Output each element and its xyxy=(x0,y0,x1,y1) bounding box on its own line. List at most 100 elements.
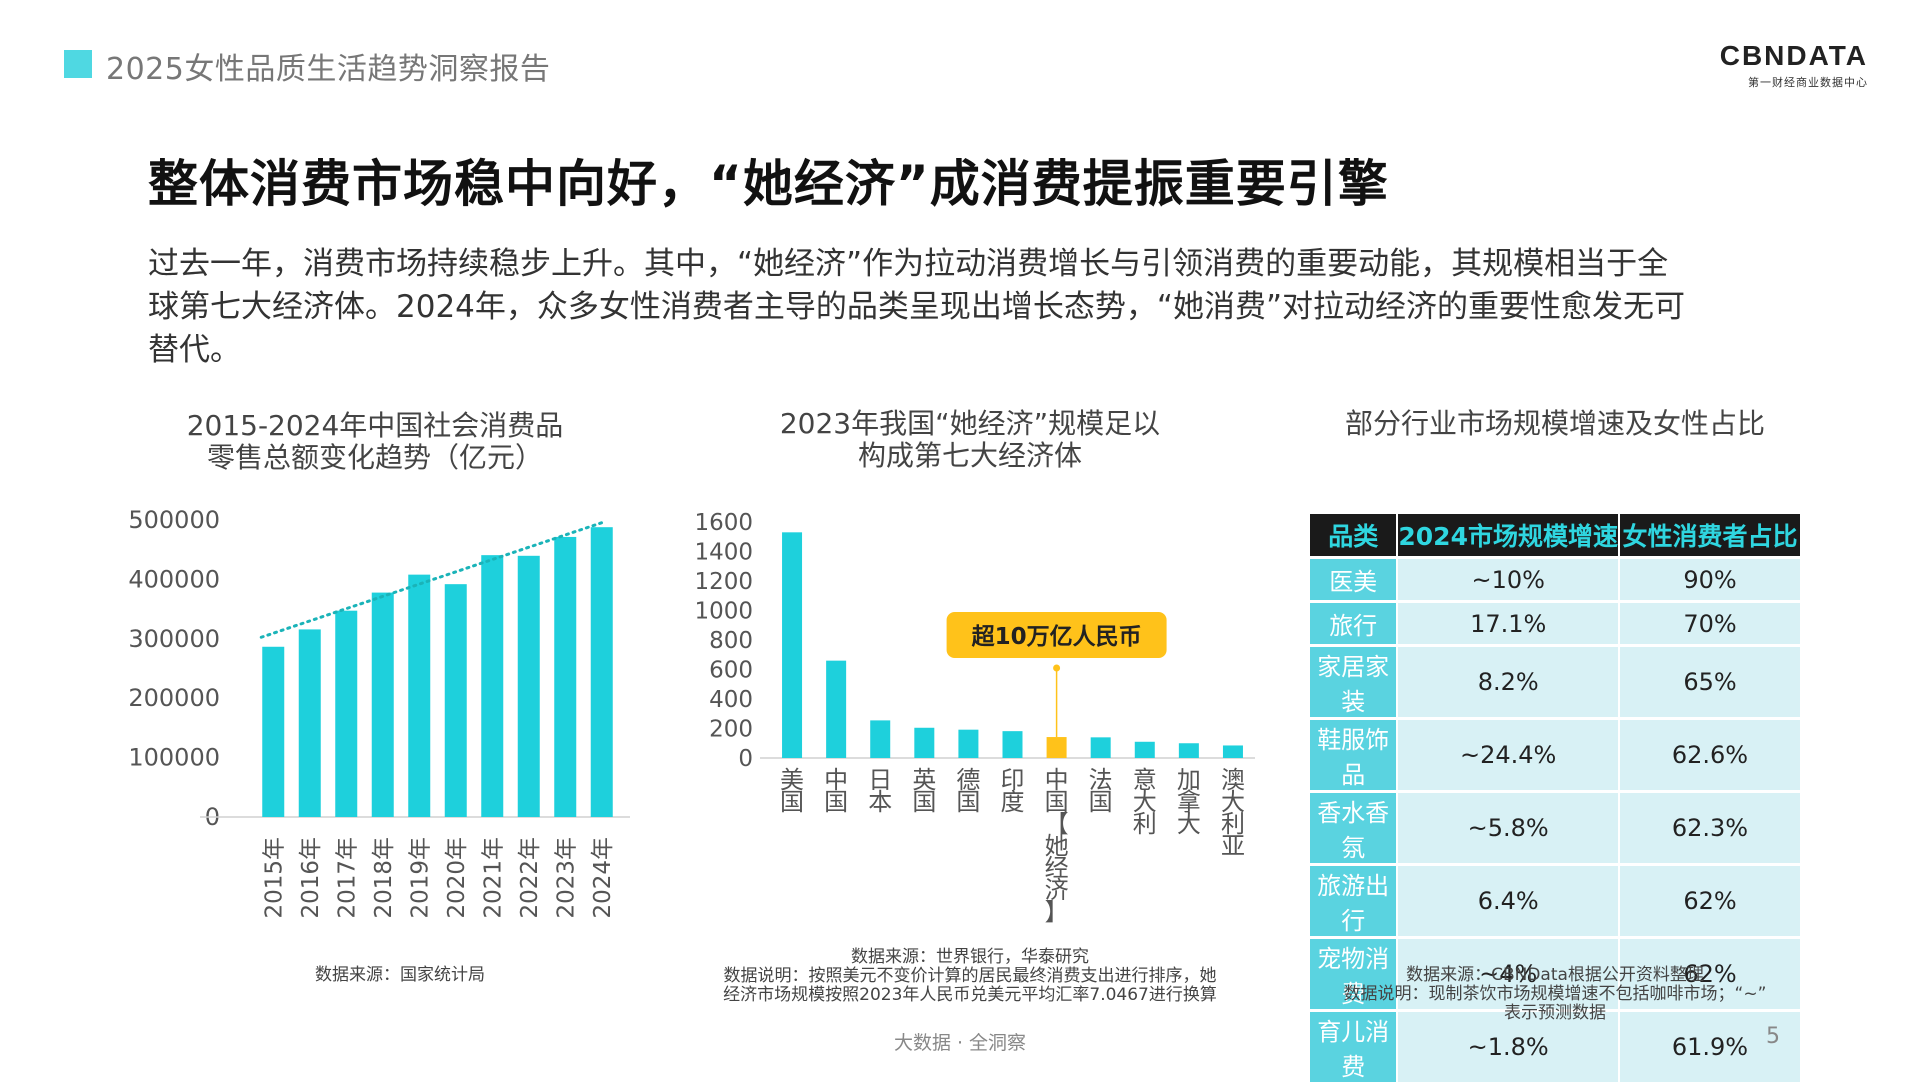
chart2-note: 经济市场规模按照2023年人民币兑美元平均汇率7.0467进行换算 xyxy=(723,985,1217,1005)
country-bar xyxy=(1222,745,1243,758)
industry-table: 品类 2024市场规模增速 女性消费者占比 医美 ~10% 90% 旅行 17.… xyxy=(1308,511,1802,1085)
y-tick-label: 300000 xyxy=(128,625,220,653)
growth-cell: 8.2% xyxy=(1398,647,1618,717)
female-share-cell: 65% xyxy=(1619,647,1800,717)
chart1-title: 2015-2024年中国社会消费品 零售总额变化趋势（亿元） xyxy=(150,410,600,474)
chart1-source: 数据来源：国家统计局 xyxy=(315,965,485,985)
retail-bar xyxy=(408,574,431,817)
chart1-title-line: 2015-2024年中国社会消费品 xyxy=(186,409,564,442)
table-notes: 数据来源：CBNData根据公开资料整理 数据说明：现制茶饮市场规模增速不包括咖… xyxy=(1300,966,1810,1023)
table-row: 旅行 17.1% 70% xyxy=(1310,603,1800,644)
intro-line: 替代。 xyxy=(148,332,241,368)
growth-cell: ~24.4% xyxy=(1398,720,1618,790)
growth-cell: ~4% xyxy=(1398,939,1618,1009)
female-share-cell: 61.9% xyxy=(1619,1012,1800,1082)
female-share-cell: 62% xyxy=(1619,866,1800,936)
table-row: 宠物消费 ~4% 62% xyxy=(1310,939,1800,1009)
footer-slogan: 大数据 · 全洞察 xyxy=(893,1032,1027,1054)
x-tick-label: 2018年 xyxy=(371,837,397,919)
category-cell: 鞋服饰品 xyxy=(1310,720,1397,790)
y-tick-label: 0 xyxy=(738,746,753,772)
intro-line: 球第七大经济体。2024年，众多女性消费者主导的品类呈现出增长态势，“她消费”对… xyxy=(148,289,1686,325)
growth-cell: 6.4% xyxy=(1398,866,1618,936)
callout-dot xyxy=(1053,664,1061,672)
category-cell: 宠物消费 xyxy=(1310,939,1397,1009)
category-cell: 家居家装 xyxy=(1310,647,1397,717)
chart2-title-line: 构成第七大经济体 xyxy=(857,439,1082,472)
chart2-note: 数据说明：按照美元不变价计算的居民最终消费支出进行排序，她 xyxy=(723,966,1217,986)
female-share-cell: 62% xyxy=(1619,939,1800,1009)
table-title-line: 部分行业市场规模增速及女性占比 xyxy=(1344,407,1765,440)
country-bar xyxy=(1002,731,1023,758)
x-tick-label: 2024年 xyxy=(590,837,616,919)
header-accent-square xyxy=(64,50,92,78)
x-tick-label: 中国 xyxy=(824,766,848,816)
x-tick-label: 2016年 xyxy=(298,837,324,919)
y-tick-label: 100000 xyxy=(128,744,220,772)
chart2-title-line: 2023年我国“她经济”规模足以 xyxy=(779,407,1161,440)
x-tick-label: 意大利 xyxy=(1133,766,1157,838)
y-tick-label: 200000 xyxy=(128,684,220,712)
female-share-cell: 90% xyxy=(1619,559,1800,600)
she-economy-bar xyxy=(1046,737,1067,758)
y-tick-label: 200 xyxy=(709,717,753,743)
retail-bar xyxy=(554,536,577,817)
growth-cell: ~5.8% xyxy=(1398,793,1618,863)
x-tick-label: 2023年 xyxy=(553,837,579,919)
x-tick-label: 2015年 xyxy=(261,837,287,919)
category-cell: 育儿消费 xyxy=(1310,1012,1397,1082)
report-title: 2025女性品质生活趋势洞察报告 xyxy=(106,52,551,87)
table-row: 医美 ~10% 90% xyxy=(1310,559,1800,600)
y-tick-label: 800 xyxy=(709,628,753,654)
callout-box xyxy=(946,612,1167,658)
retail-bar xyxy=(335,610,358,817)
table-header-row: 品类 2024市场规模增速 女性消费者占比 xyxy=(1310,514,1800,556)
country-bar xyxy=(870,720,891,758)
growth-cell: ~10% xyxy=(1398,559,1618,600)
x-tick-label: 德国 xyxy=(956,766,980,816)
female-share-cell: 70% xyxy=(1619,603,1800,644)
growth-cell: 17.1% xyxy=(1398,603,1618,644)
table-row: 鞋服饰品 ~24.4% 62.6% xyxy=(1310,720,1800,790)
table-row: 家居家装 8.2% 65% xyxy=(1310,647,1800,717)
table-row: 旅游出行 6.4% 62% xyxy=(1310,866,1800,936)
retail-bar xyxy=(262,646,285,817)
y-tick-label: 400 xyxy=(709,687,753,713)
cbndata-logo: CBNDATA 第一财经商业数据中心 xyxy=(1720,40,1868,90)
logo-tagline: 第一财经商业数据中心 xyxy=(1748,76,1868,89)
x-tick-label: 2019年 xyxy=(407,837,433,919)
intro-line: 过去一年，消费市场持续稳步上升。其中，“她经济”作为拉动消费增长与引领消费的重要… xyxy=(148,246,1669,282)
table-row: 香水香氛 ~5.8% 62.3% xyxy=(1310,793,1800,863)
callout-label: 超10万亿人民币 xyxy=(972,624,1142,650)
table-header-cell: 2024市场规模增速 xyxy=(1398,514,1618,556)
country-bar xyxy=(1134,741,1155,758)
y-tick-label: 1000 xyxy=(694,599,753,625)
retail-bar xyxy=(444,584,467,817)
x-tick-label: 2021年 xyxy=(480,837,506,919)
x-tick-label: 加拿大 xyxy=(1177,766,1201,838)
y-tick-label: 1600 xyxy=(694,510,753,536)
x-tick-label: 法国 xyxy=(1089,766,1113,816)
x-tick-label: 英国 xyxy=(912,766,936,816)
intro-paragraph: 过去一年，消费市场持续稳步上升。其中，“她经济”作为拉动消费增长与引领消费的重要… xyxy=(148,243,1798,372)
page-title: 整体消费市场稳中向好，“她经济”成消费提振重要引擎 xyxy=(148,155,1389,213)
table-header-cell: 女性消费者占比 xyxy=(1619,514,1800,556)
logo-wordmark: CBNDATA xyxy=(1719,40,1868,71)
retail-bar xyxy=(590,527,613,817)
y-tick-label: 1400 xyxy=(694,540,753,566)
x-tick-label: 2017年 xyxy=(334,837,360,919)
y-tick-label: 500000 xyxy=(128,506,220,534)
retail-bar xyxy=(517,555,540,817)
page-number: 5 xyxy=(1766,1024,1780,1049)
retail-bar xyxy=(298,629,321,817)
country-bar xyxy=(1178,743,1199,758)
chart2-notes: 数据来源：世界银行，华泰研究 数据说明：按照美元不变价计算的居民最终消费支出进行… xyxy=(690,948,1250,1005)
chart2-source: 数据来源：世界银行，华泰研究 xyxy=(851,947,1089,967)
country-bar xyxy=(782,532,803,758)
table-note: 表示预测数据 xyxy=(1504,1003,1606,1023)
x-tick-label: 2022年 xyxy=(517,837,543,919)
table-header-cell: 品类 xyxy=(1310,514,1397,556)
category-cell: 医美 xyxy=(1310,559,1397,600)
category-cell: 旅游出行 xyxy=(1310,866,1397,936)
chart1-title-line: 零售总额变化趋势（亿元） xyxy=(206,441,543,474)
